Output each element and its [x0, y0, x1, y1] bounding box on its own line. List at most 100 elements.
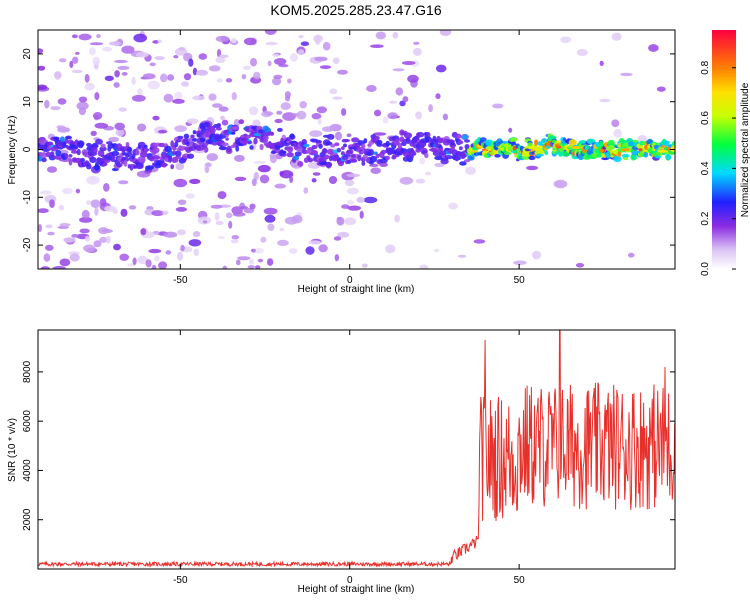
spectrogram-cell	[142, 73, 156, 80]
x-tick-label: -50	[173, 575, 188, 586]
ridge-cell	[191, 138, 198, 142]
ridge-cell	[74, 145, 79, 149]
snr-series-line	[37, 329, 676, 568]
spectrogram-cell	[332, 96, 343, 100]
ridge-cell	[48, 154, 56, 161]
ridge-cell	[376, 143, 383, 147]
colorbar-tick-label: 0.8	[700, 60, 711, 74]
spectrogram-cell	[316, 106, 327, 114]
spectrogram-cell	[45, 224, 53, 229]
ridge-cell	[343, 139, 351, 142]
spectrogram-cell	[81, 209, 90, 219]
spectrogram-cell	[105, 235, 111, 244]
spectrogram-cell	[45, 244, 54, 251]
spectrogram-cell	[439, 30, 452, 37]
spectrogram-cell	[513, 260, 527, 266]
spectrogram-cell	[309, 130, 323, 138]
spectrogram-cell	[297, 49, 305, 56]
ridge-cell	[174, 141, 179, 148]
spectrogram-cell	[72, 56, 79, 64]
spectrogram-cell	[121, 72, 128, 76]
spectrogram-cell	[259, 174, 270, 184]
ridge-peak-cell	[620, 148, 631, 152]
spectrogram-cell	[90, 130, 97, 137]
spectrogram-cell	[117, 65, 130, 70]
ridge-cell	[262, 135, 269, 141]
ridge-cell	[211, 140, 219, 146]
spectrogram-cell	[303, 187, 309, 194]
spectrogram-cell	[264, 111, 274, 116]
spectrogram-cell	[181, 81, 189, 87]
spectrogram-cell	[263, 207, 278, 215]
ridge-cell	[102, 162, 108, 166]
spectrogram-cell	[98, 227, 109, 235]
spectrogram-cell	[335, 131, 342, 141]
ridge-cell	[111, 154, 116, 161]
spectrogram-cell	[288, 248, 298, 254]
spectrogram-cell	[59, 258, 71, 267]
ridge-cell	[334, 142, 340, 147]
spectrogram-cell	[218, 54, 229, 58]
ridge-cell	[403, 132, 413, 139]
spectrogram-cell	[50, 106, 61, 111]
spectrogram-cell	[359, 210, 364, 219]
spectrogram-cell	[553, 179, 568, 189]
ridge-cell	[607, 145, 615, 150]
spectrogram-cell	[69, 60, 74, 68]
spectrogram-cell	[154, 56, 165, 61]
ridge-cell	[584, 145, 589, 151]
spectrogram-y-ticks: -20 -10 0 10 20	[22, 48, 675, 252]
spectrogram-cell	[434, 162, 445, 168]
spectrogram-cells	[38, 30, 675, 269]
spectrogram-cell	[218, 106, 229, 112]
spectrogram-cell	[337, 69, 348, 75]
colorbar-tick-label: 0.0	[700, 262, 711, 276]
spectrogram-cell	[318, 244, 328, 253]
ridge-cell	[462, 134, 468, 140]
ridge-cell	[307, 157, 314, 163]
ridge-cell	[92, 146, 98, 154]
spectrogram-cell	[177, 199, 187, 205]
spectrogram-cell	[133, 33, 147, 43]
ridge-cell	[350, 153, 356, 158]
spectrogram-cell	[222, 265, 228, 269]
ridge-cell	[64, 136, 73, 140]
ridge-cell	[454, 155, 459, 162]
ridge-cell	[111, 150, 120, 157]
spectrogram-cell	[526, 165, 539, 171]
ridge-cell	[137, 156, 146, 163]
colorbar-ticks: 0.0 0.2 0.4 0.6 0.8	[700, 60, 736, 276]
ridge-cell	[71, 150, 79, 154]
ridge-cell	[341, 146, 345, 151]
spectrogram-cell	[44, 99, 50, 109]
ridge-cell	[494, 154, 501, 158]
ridge-cell	[231, 126, 240, 130]
spectrogram-cell	[284, 95, 291, 102]
spectrogram-cell	[311, 113, 322, 120]
spectrogram-cell	[158, 261, 168, 269]
ridge-cell	[219, 146, 227, 150]
snr-y-label: SNR (10 * v/v)	[7, 418, 18, 482]
spectrogram-cell	[637, 135, 648, 144]
spectrogram-cell	[387, 112, 399, 120]
spectrogram-cell	[232, 212, 246, 217]
ridge-cell	[286, 152, 294, 158]
ridge-cell	[351, 137, 360, 143]
spectrogram-cell	[62, 187, 73, 195]
spectrogram-cell	[492, 103, 504, 109]
ridge-cell	[64, 137, 69, 144]
spectrogram-cell	[104, 75, 114, 82]
spectrogram-cell	[220, 115, 225, 121]
spectrogram-cell	[39, 190, 52, 195]
ridge-cell	[59, 136, 65, 143]
spectrogram-cell	[79, 228, 90, 234]
spectrogram-cell	[157, 39, 162, 44]
spectrogram-cell	[267, 223, 275, 231]
spectrogram-cell	[225, 78, 233, 83]
spectrogram-cell	[308, 240, 322, 245]
spectrogram-cell	[113, 243, 121, 251]
ridge-cell	[632, 139, 639, 143]
spectrogram-cell	[177, 229, 187, 236]
spectrogram-cell	[274, 118, 283, 124]
ridge-cell	[68, 159, 73, 166]
